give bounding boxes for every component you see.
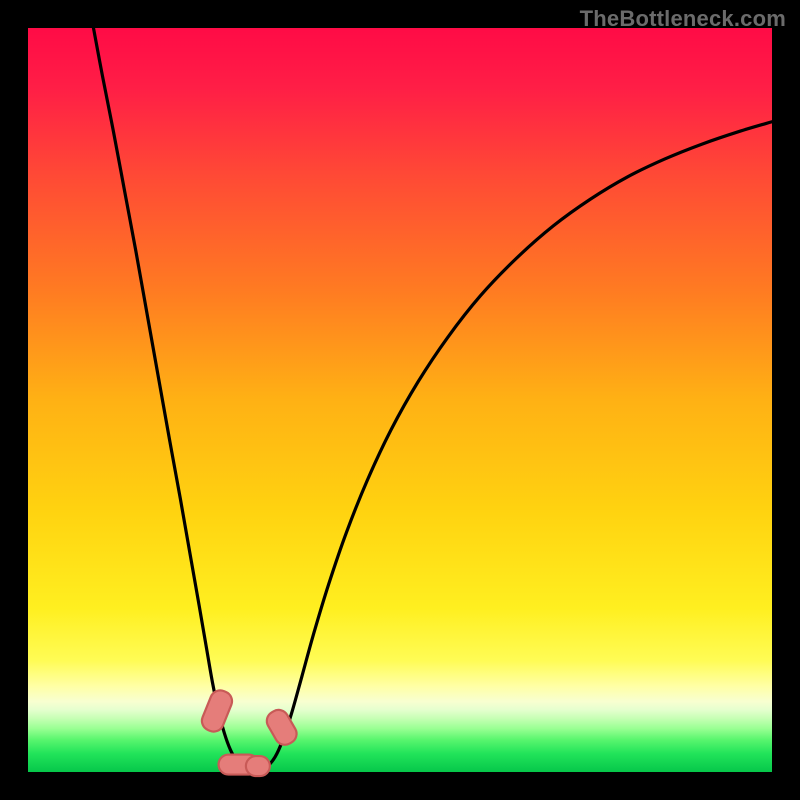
watermark-label: TheBottleneck.com xyxy=(580,6,786,32)
gradient-panel xyxy=(28,28,772,772)
curve-marker xyxy=(246,756,270,776)
chart-svg xyxy=(0,0,800,800)
chart-root: TheBottleneck.com xyxy=(0,0,800,800)
